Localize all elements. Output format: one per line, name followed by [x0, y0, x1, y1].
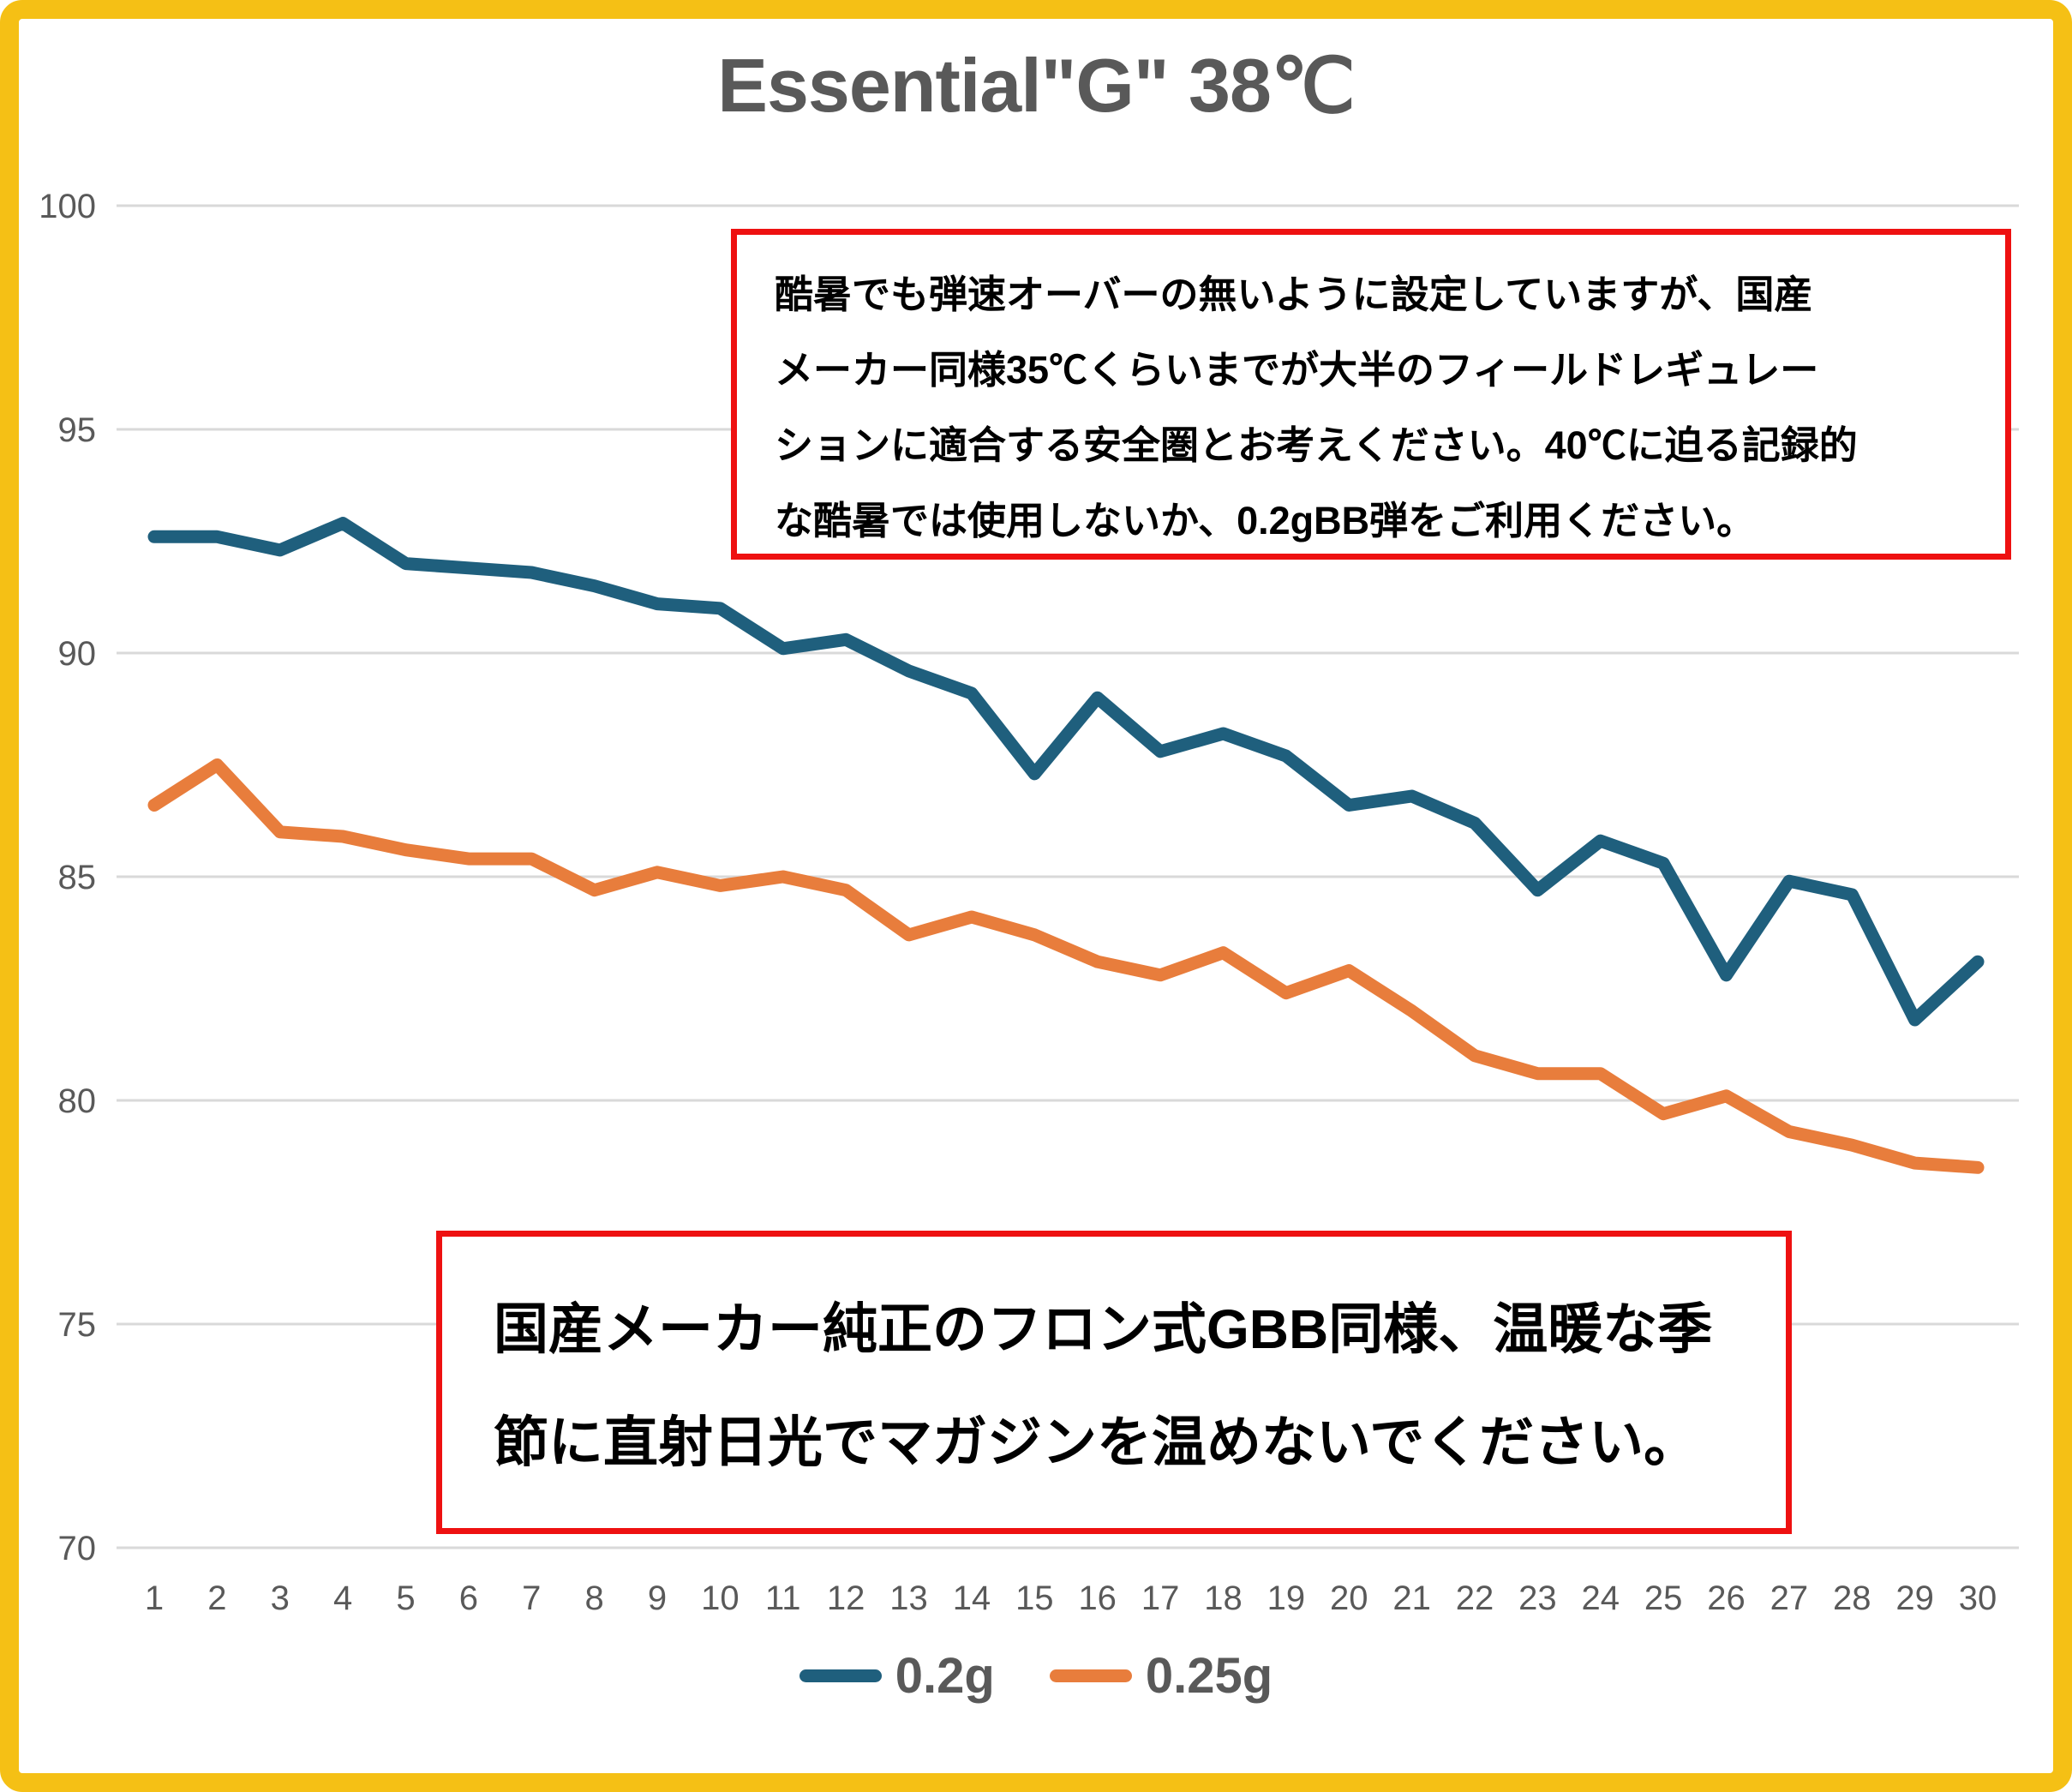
annotation-text-line: 酷暑でも弾速オーバーの無いように設定していますが、国産	[775, 273, 1813, 316]
legend-line-swatch-0.25g	[1049, 1669, 1132, 1682]
x-axis-tick-label: 23	[1518, 1579, 1557, 1617]
series-line-0.2g	[147, 517, 1985, 1027]
annotation-text-line: メーカー同様35℃くらいまでが大半のフィールドレギュレー	[775, 348, 1819, 392]
x-axis-tick-label: 20	[1330, 1579, 1368, 1617]
x-axis-tick-label: 27	[1770, 1579, 1809, 1617]
x-axis-tick-label: 15	[1015, 1579, 1054, 1617]
y-axis-tick-label: 100	[39, 188, 96, 225]
legend-line-swatch-0.2g	[799, 1669, 882, 1682]
legend-label-0.2g: 0.2g	[895, 1648, 995, 1704]
x-axis-tick-label: 19	[1267, 1579, 1306, 1617]
x-axis-tick-label: 1	[145, 1579, 164, 1617]
y-axis-tick-label: 80	[58, 1082, 97, 1120]
x-axis-tick-label: 11	[765, 1579, 801, 1617]
x-axis-tick-label: 2	[207, 1579, 226, 1617]
annotation-text-line: な酷暑では使用しないか、0.2gBB弾をご利用ください。	[775, 499, 1756, 542]
x-axis-tick-label: 9	[648, 1579, 667, 1617]
x-axis-tick-label: 8	[585, 1579, 604, 1617]
x-axis-tick-label: 26	[1707, 1579, 1746, 1617]
annotation-box-heat-warning: 酷暑でも弾速オーバーの無いように設定していますが、国産 メーカー同様35℃くらい…	[731, 229, 2011, 560]
y-axis-tick-label: 95	[58, 411, 97, 449]
x-axis-tick-label: 25	[1644, 1579, 1683, 1617]
chart-legend: 0.2g 0.25g	[0, 1647, 2072, 1705]
y-axis-tick-label: 90	[58, 635, 97, 673]
legend-item-0.25g: 0.25g	[1049, 1647, 1273, 1705]
annotation-text-line: ションに適合する安全圏とお考えください。40℃に迫る記録的	[775, 423, 1858, 467]
x-axis-tick-label: 24	[1581, 1579, 1620, 1617]
x-axis-tick-label: 29	[1895, 1579, 1934, 1617]
annotation-text-line: 国産メーカー純正のフロン式GBB同様、温暖な季	[494, 1298, 1713, 1360]
x-axis-tick-label: 22	[1456, 1579, 1494, 1617]
x-axis-tick-label: 21	[1392, 1579, 1431, 1617]
y-axis-tick-label: 75	[58, 1306, 97, 1344]
x-axis-tick-label: 13	[889, 1579, 928, 1617]
x-axis-tick-label: 10	[701, 1579, 740, 1617]
series-line-0.25g	[147, 758, 1985, 1174]
x-axis-tick-label: 7	[522, 1579, 541, 1617]
annotation-text-line: 節に直射日光でマガジンを温めないでください。	[494, 1411, 1699, 1473]
y-axis-tick-label: 85	[58, 859, 97, 896]
x-axis-tick-label: 16	[1078, 1579, 1117, 1617]
x-axis-tick-label: 6	[459, 1579, 478, 1617]
x-axis-tick-label: 5	[396, 1579, 415, 1617]
x-axis-tick-label: 30	[1959, 1579, 1997, 1617]
x-axis-tick-label: 18	[1204, 1579, 1243, 1617]
annotation-box-magazine-warning: 国産メーカー純正のフロン式GBB同様、温暖な季 節に直射日光でマガジンを温めない…	[436, 1231, 1792, 1534]
x-axis-tick-label: 3	[271, 1579, 290, 1617]
legend-item-0.2g: 0.2g	[799, 1647, 995, 1705]
chart-title: Essential"G" 38℃	[717, 43, 1355, 128]
y-axis-tick-label: 70	[58, 1530, 97, 1567]
x-axis-tick-label: 28	[1833, 1579, 1871, 1617]
x-axis-tick-label: 4	[333, 1579, 352, 1617]
x-axis-tick-label: 17	[1141, 1579, 1180, 1617]
legend-label-0.25g: 0.25g	[1145, 1648, 1273, 1704]
x-axis-tick-label: 14	[953, 1579, 991, 1617]
x-axis-tick-label: 12	[827, 1579, 865, 1617]
